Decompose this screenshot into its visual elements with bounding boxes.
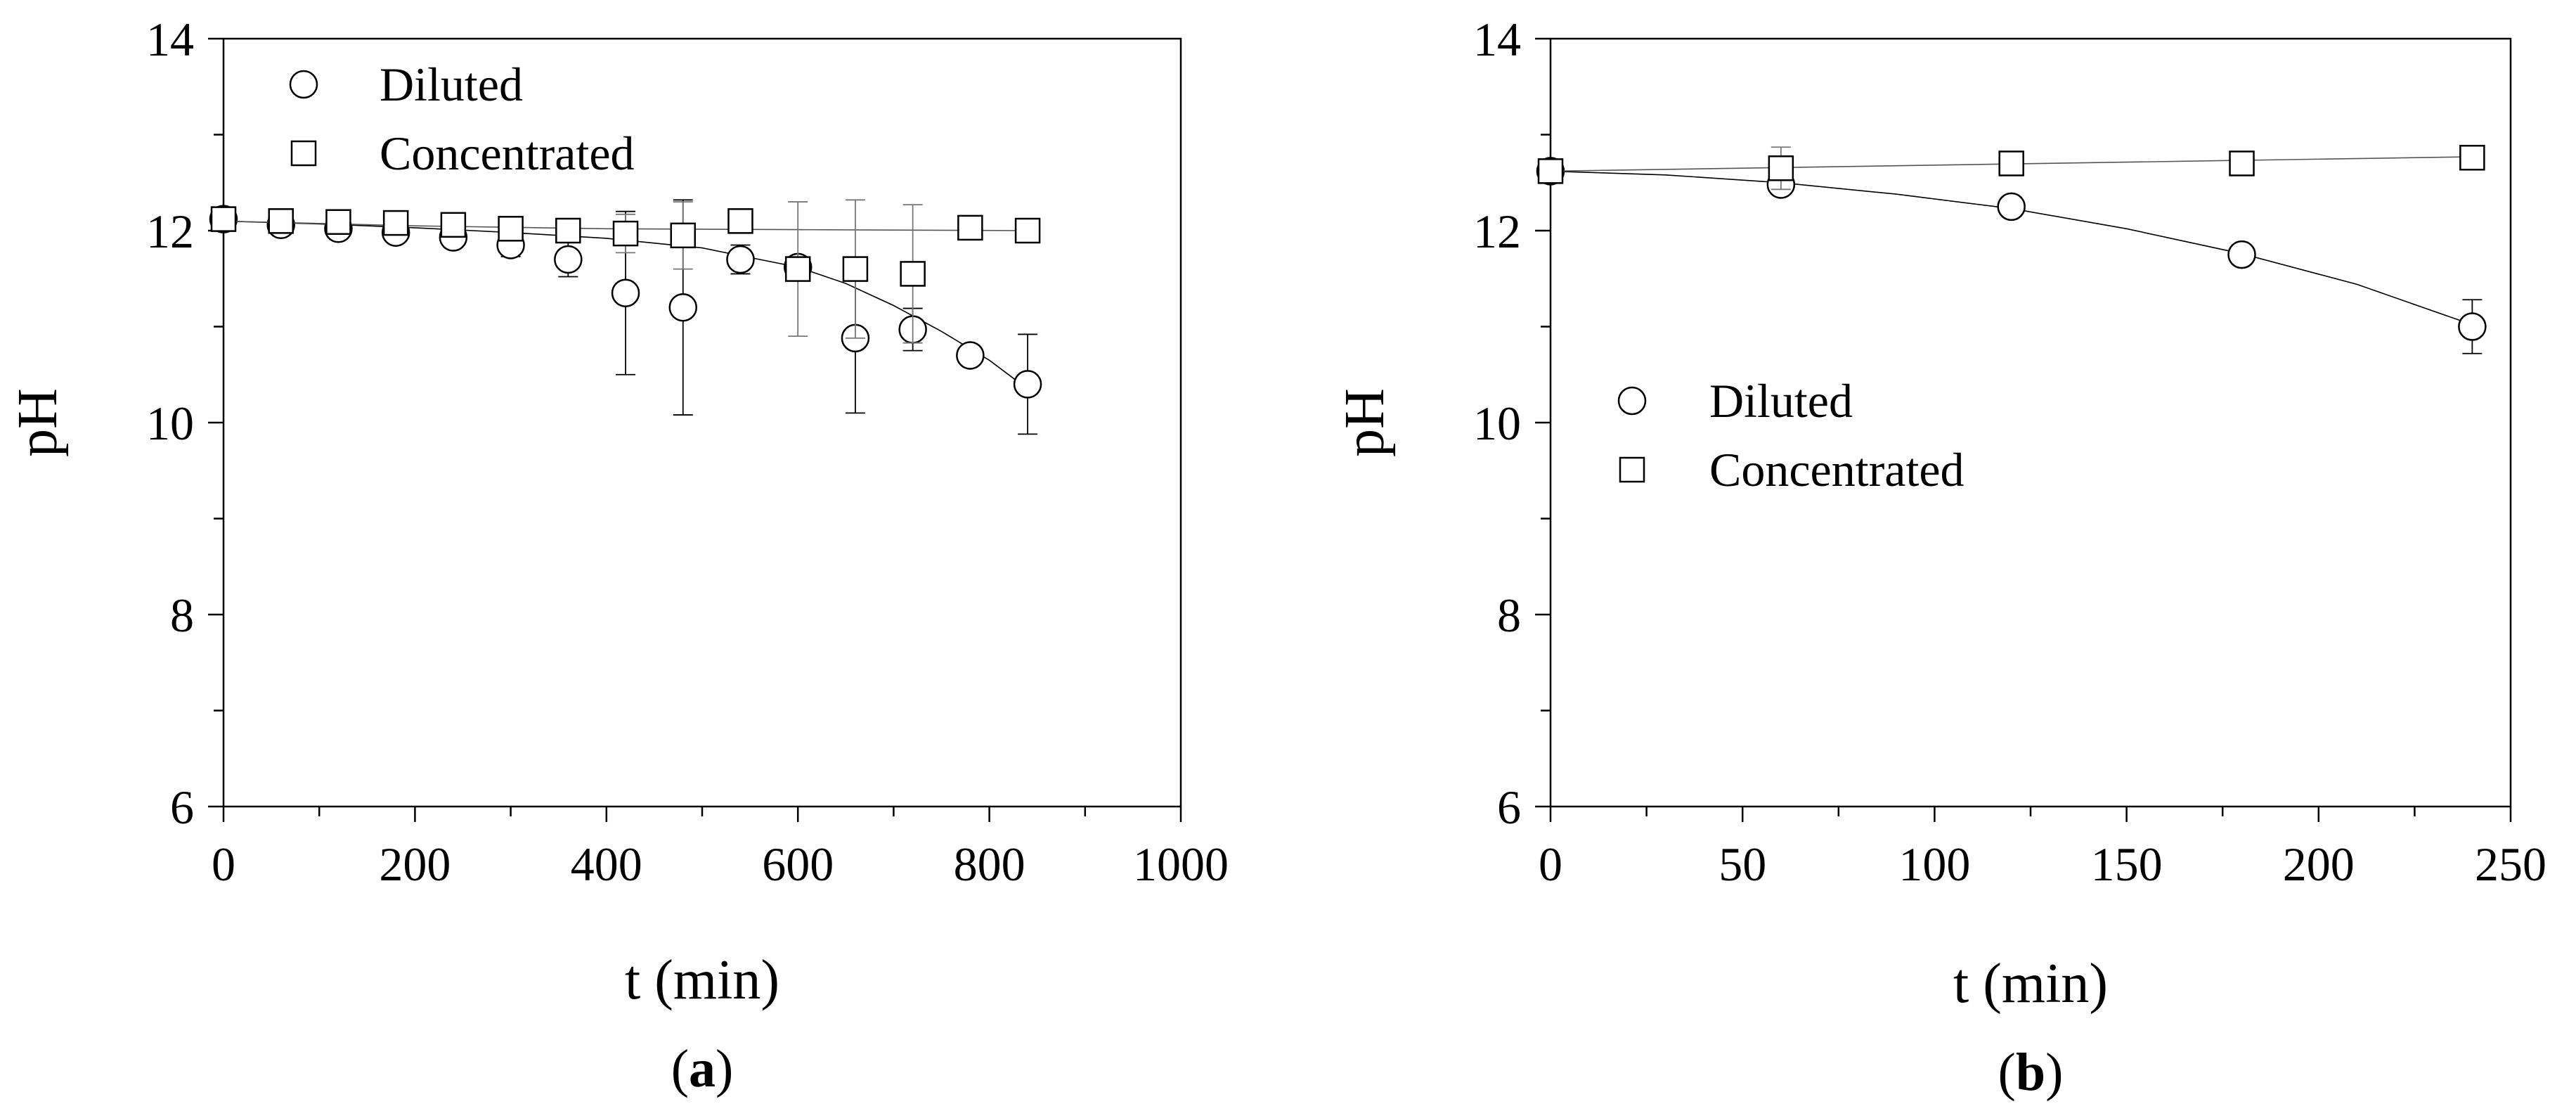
x-tick-label: 250 [2475,837,2546,891]
x-tick-label: 50 [1719,837,1766,891]
legend-label: Concentrated [1709,443,1965,496]
series-concentrated [1537,145,2485,191]
data-point-circle [2227,240,2256,269]
y-tick-label: 8 [170,589,194,642]
data-point-square [842,256,869,282]
legend-marker-square [1619,456,1645,483]
plot-frame [1549,37,2512,808]
data-point-square [440,212,467,238]
data-point-square [382,210,409,236]
series-concentrated [210,199,1041,344]
data-point-square [670,222,697,249]
legend: Diluted Concentrated [289,58,635,180]
x-tick-label: 1000 [1133,837,1229,891]
plot-frame [222,37,1182,808]
y-tick-label: 6 [170,781,194,834]
x-tick-label: 200 [2283,837,2355,891]
y-tick-label: 10 [146,397,194,450]
x-tick-label: 0 [1539,837,1562,891]
data-point-circle [1997,192,2026,221]
panel-label: (a) [671,1039,734,1098]
x-tick-label: 800 [954,837,1025,891]
data-point-square [1014,217,1041,244]
panel-a: 0 200 400 600 800 1000 6 8 10 12 14 t (min) pH (a) Dil… [7,13,1229,1098]
panel-label: (b) [1998,1043,2064,1102]
data-point-circle [611,278,640,307]
data-point-circle [2458,312,2487,341]
y-tick-label: 12 [146,205,194,258]
data-point-square [325,209,351,235]
data-point-square [210,206,237,232]
x-tick-label: 150 [2091,837,2163,891]
y-tick-label: 12 [1473,205,1521,258]
data-point-circle [956,341,985,370]
data-point-square [555,217,581,244]
x-tick-label: 200 [379,837,451,891]
panel-b: 0 50 100 150 200 250 6 8 10 12 14 t (min) pH (b) Dilut… [1334,13,2546,1102]
data-point-square [268,208,294,234]
y-tick-label: 8 [1497,589,1521,642]
series-diluted [1536,157,2487,354]
legend-marker-square [290,140,317,167]
data-point-circle [668,293,698,322]
x-tick-label: 400 [571,837,642,891]
data-point-circle [554,245,583,274]
data-point-square [1537,158,1564,184]
data-point-square [612,220,639,247]
data-point-circle [1013,370,1042,399]
legend-label: Diluted [380,58,523,111]
data-point-circle [726,245,755,274]
x-tick-label: 0 [212,837,235,891]
x-tick-label: 100 [1898,837,1970,891]
x-axis-label: t (min) [1953,953,2108,1015]
data-point-square [498,216,524,242]
data-point-square [2459,145,2485,171]
data-point-square [900,261,926,287]
legend-marker-circle [1617,386,1647,416]
data-point-square [727,208,753,234]
y-axis-label: pH [1334,388,1396,457]
legend-marker-circle [289,70,318,99]
y-tick-label: 6 [1497,781,1521,834]
y-tick-label: 10 [1473,397,1521,450]
x-tick-label: 600 [762,837,834,891]
data-point-square [784,256,811,282]
data-point-square [1768,155,1794,181]
legend: Diluted Concentrated [1617,374,1965,496]
y-tick-label: 14 [1473,13,1521,66]
legend-label: Diluted [1709,374,1853,428]
y-axis-label: pH [7,388,69,457]
legend-label: Concentrated [380,127,635,180]
y-tick-label: 14 [146,13,194,66]
data-point-square [957,214,983,241]
x-axis-label: t (min) [625,949,779,1011]
data-point-square [1998,150,2024,176]
data-point-square [2229,150,2255,176]
